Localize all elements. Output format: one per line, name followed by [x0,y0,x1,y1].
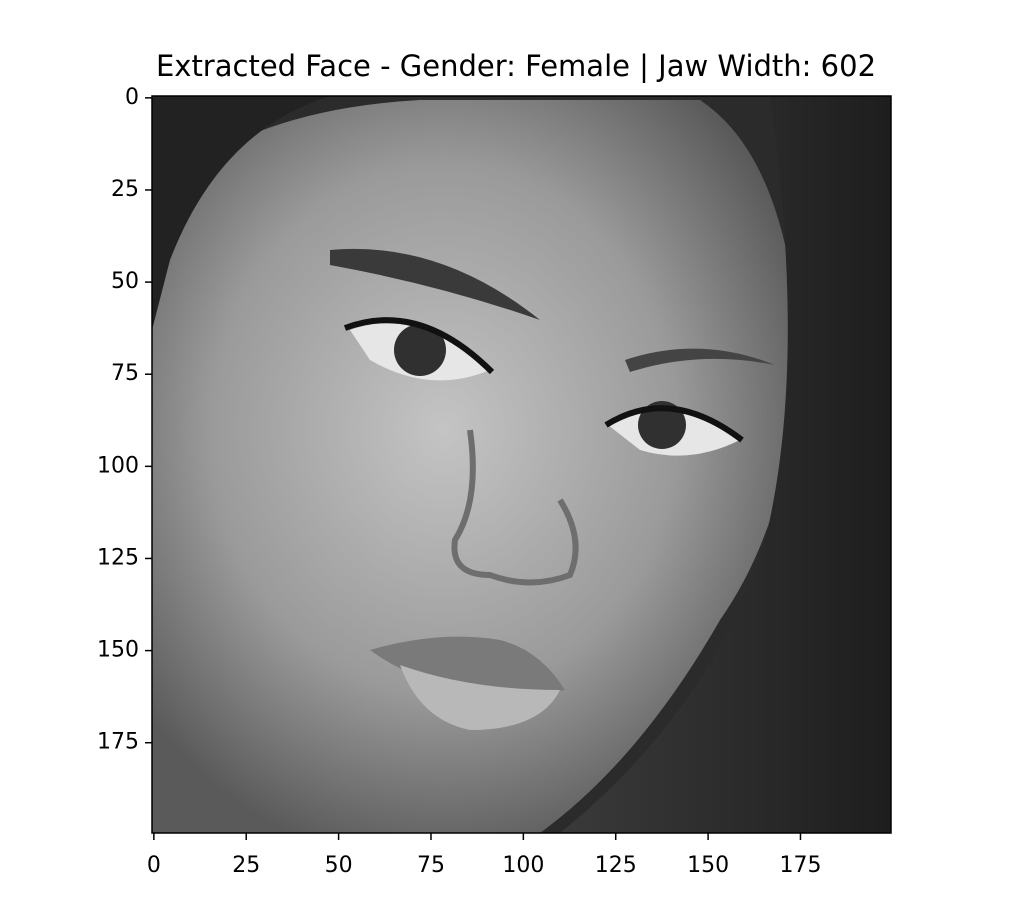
iris-right [638,401,686,449]
lash-left [343,317,495,375]
y-tick-label: 25 [111,177,139,202]
y-tick-label: 175 [97,730,139,755]
x-tick-label: 175 [779,853,821,878]
x-tick-label: 25 [232,853,260,878]
face [152,100,800,833]
y-tick-label: 0 [125,85,139,110]
y-tick-label: 50 [111,269,139,294]
y-tick-label: 100 [97,453,139,478]
x-tick-label: 125 [595,853,637,878]
x-tick-label: 50 [325,853,353,878]
x-tick-label: 100 [502,853,544,878]
iris-left [394,324,446,376]
image [152,96,891,833]
upper-lip [370,636,565,695]
y-tick-label: 125 [97,545,139,570]
brow-right [625,348,775,372]
chart-title: Extracted Face - Gender: Female | Jaw Wi… [156,49,876,83]
x-tick-label: 75 [417,853,445,878]
hair-left [152,96,330,330]
hair-right [560,96,891,833]
lower-lip [400,665,560,730]
x-tick-label: 150 [687,853,729,878]
x-tick-label: 0 [147,853,161,878]
lash-right [604,405,744,443]
brow-left [330,248,540,320]
nose [451,429,579,586]
axes-frame [151,95,892,834]
y-tick-label: 150 [97,638,139,663]
y-tick-label: 75 [111,361,139,386]
